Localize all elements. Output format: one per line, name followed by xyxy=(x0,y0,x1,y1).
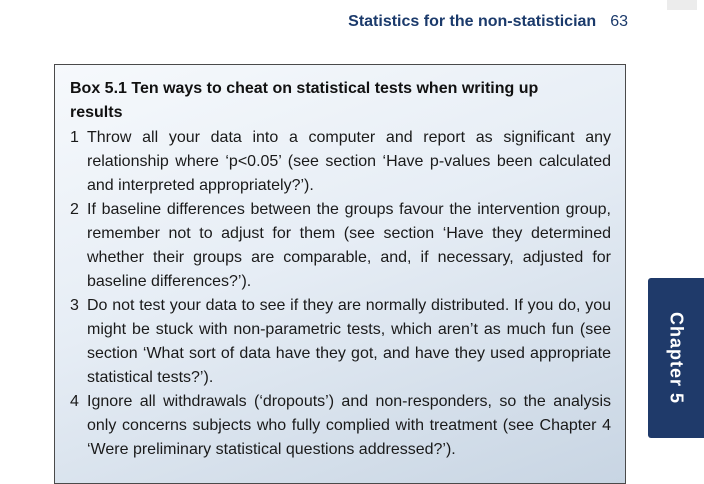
item-number: 4 xyxy=(70,393,79,410)
running-header: Statistics for the non-statistician 63 xyxy=(0,11,628,33)
list-item: 4 Ignore all withdrawals (‘dropouts’) and… xyxy=(70,390,611,462)
item-number: 1 xyxy=(70,129,79,146)
item-number: 3 xyxy=(70,297,79,314)
page-number: 63 xyxy=(610,13,628,30)
cheat-list: 1 Throw all your data into a computer and… xyxy=(70,126,611,462)
box-5-1: Box 5.1 Ten ways to cheat on statistical… xyxy=(54,64,626,484)
item-text: Throw all your data into a computer and … xyxy=(87,129,611,194)
header-title: Statistics for the non-statistician xyxy=(348,13,597,30)
item-text: If baseline differences between the grou… xyxy=(87,201,611,290)
chapter-tab-label: Chapter 5 xyxy=(666,311,687,405)
item-text: Do not test your data to see if they are… xyxy=(87,297,611,386)
list-item: 1 Throw all your data into a computer and… xyxy=(70,126,611,198)
chapter-tab: Chapter 5 xyxy=(648,278,704,438)
item-text: Ignore all withdrawals (‘dropouts’) and … xyxy=(87,393,611,458)
list-item: 2 If baseline differences between the gro… xyxy=(70,198,611,294)
page-corner-mark xyxy=(667,0,697,10)
list-item: 3 Do not test your data to see if they ar… xyxy=(70,294,611,390)
item-number: 2 xyxy=(70,201,79,218)
box-title: Box 5.1 Ten ways to cheat on statistical… xyxy=(70,80,539,121)
